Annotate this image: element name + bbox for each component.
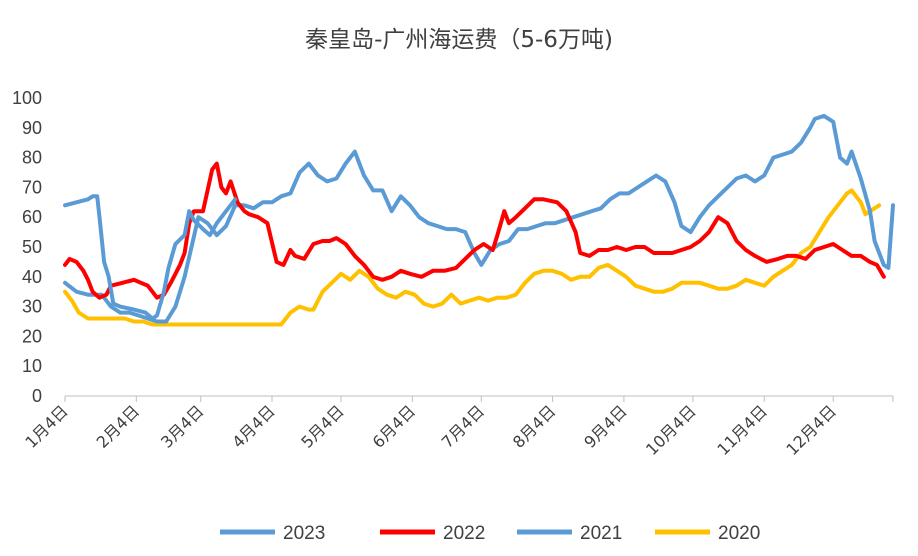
series-lines [63, 113, 895, 327]
y-tick-label: 90 [22, 118, 42, 138]
y-tick-label: 60 [22, 207, 42, 227]
series-line-2020 [63, 188, 882, 327]
legend-label-2021: 2021 [580, 523, 622, 544]
y-tick-label: 80 [22, 148, 42, 168]
y-tick-label: 20 [22, 326, 42, 346]
legend-label-2023: 2023 [283, 523, 325, 544]
y-tick-label: 50 [22, 237, 42, 257]
y-tick-label: 30 [22, 297, 42, 317]
series-line-2022 [63, 161, 886, 300]
series-line-2023 [63, 194, 238, 321]
legend-label-2020: 2020 [718, 523, 760, 544]
y-axis: 0 10 20 30 40 50 60 70 80 90 100 [12, 88, 42, 406]
legend-label-2022: 2022 [443, 523, 485, 544]
y-tick-label: 100 [12, 88, 42, 108]
y-tick-label: 10 [22, 356, 42, 376]
y-tick-label: 70 [22, 177, 42, 197]
legend: 2023 2022 2021 2020 [220, 523, 760, 544]
y-tick-label: 0 [32, 386, 42, 406]
chart-title: 秦皇岛-广州海运费（5-6万吨) [305, 27, 613, 53]
y-tick-label: 40 [22, 267, 42, 287]
